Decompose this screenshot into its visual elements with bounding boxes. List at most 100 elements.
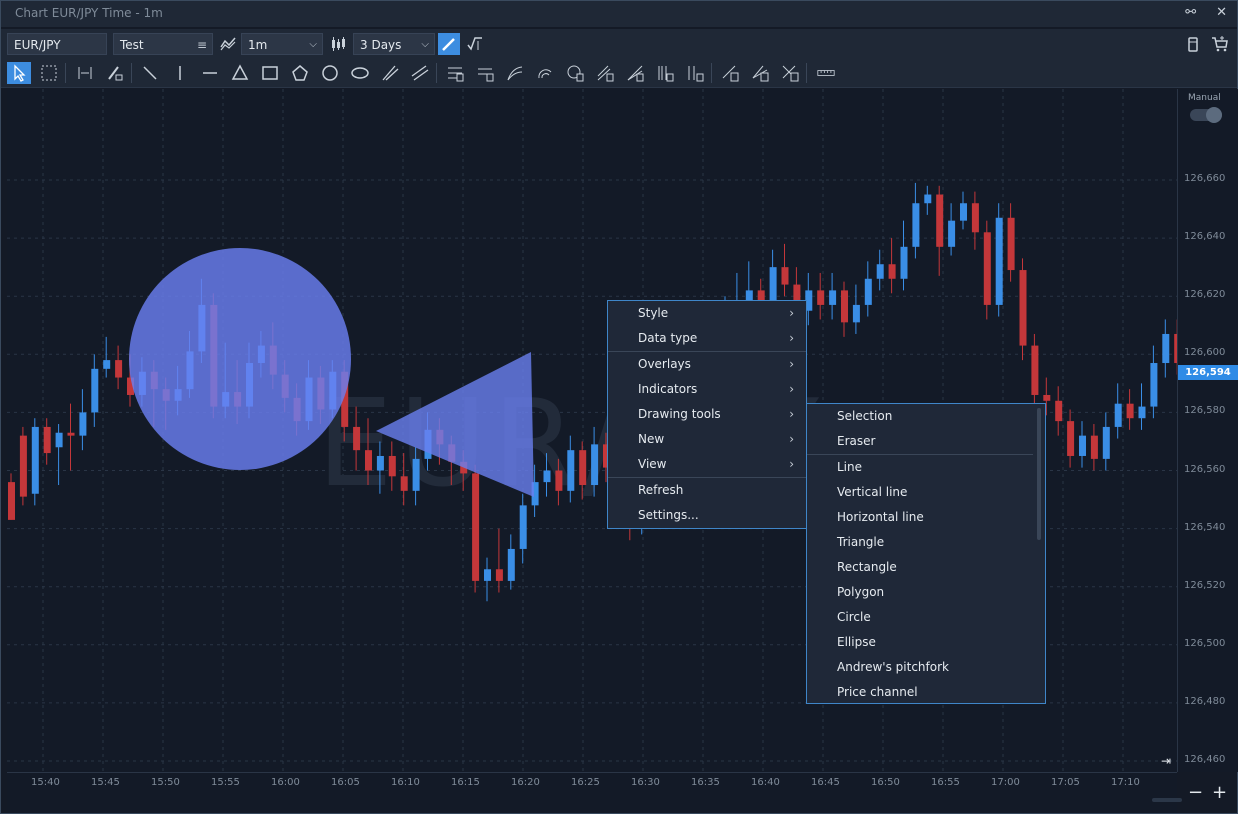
candle-body — [79, 412, 87, 436]
menu-item-settings[interactable]: Settings... — [608, 503, 806, 528]
tablet-icon[interactable] — [1182, 33, 1204, 55]
candle-body — [43, 426, 51, 454]
fib-circle-icon[interactable] — [564, 62, 586, 84]
fib-fan-icon[interactable] — [504, 62, 526, 84]
pencil-icon[interactable] — [438, 33, 460, 55]
chevron-right-icon: › — [789, 407, 794, 421]
candle-body — [1067, 421, 1075, 456]
fib-speed-icon[interactable] — [624, 62, 646, 84]
menu-item-label: Overlays — [638, 357, 691, 371]
fib-retracement-icon[interactable] — [444, 62, 466, 84]
submenu-scrollbar[interactable] — [1037, 408, 1041, 540]
interval-selector[interactable]: 1m ⌵ — [241, 33, 323, 55]
eraser-icon[interactable] — [104, 62, 126, 84]
rectangle-tool-icon[interactable] — [259, 62, 281, 84]
drawing-toolbar — [1, 59, 1237, 88]
cart-icon[interactable] — [1209, 33, 1231, 55]
drawing-tool-price-channel[interactable]: Price channel — [837, 685, 918, 699]
menu-item-new[interactable]: New › — [608, 427, 806, 452]
close-icon[interactable]: ✕ — [1216, 5, 1227, 20]
fib-extension-icon[interactable] — [474, 62, 496, 84]
candle-body — [960, 203, 967, 221]
account-value: Test — [120, 38, 144, 52]
fib-timezone-ext-icon[interactable] — [684, 62, 706, 84]
candle-body — [388, 455, 396, 477]
drawing-tool-ellipse[interactable]: Ellipse — [837, 635, 876, 649]
ruler-icon[interactable] — [814, 62, 838, 84]
menu-item-indicators[interactable]: Indicators › — [608, 377, 806, 402]
price-tick-label: 126,540 — [1184, 521, 1226, 533]
menu-item-view[interactable]: View › — [608, 452, 806, 477]
time-axis[interactable]: 15:40 15:45 15:50 15:55 16:00 16:05 16:10 16:15… — [7, 772, 1182, 813]
price-tick-label: 126,580 — [1184, 405, 1226, 417]
fib-channel-icon[interactable] — [594, 62, 616, 84]
menu-item-label: Drawing tools — [638, 407, 721, 421]
ellipse-tool-icon[interactable] — [349, 62, 371, 84]
link-icon[interactable]: ⚯ — [1185, 5, 1197, 20]
polygon-tool-icon[interactable] — [289, 62, 311, 84]
menu-item-label: New — [638, 432, 665, 446]
price-tick-label: 126,500 — [1184, 637, 1226, 649]
chart-type-icon[interactable] — [217, 33, 239, 55]
time-tick-label: 16:35 — [691, 777, 720, 788]
candle-body — [484, 569, 491, 581]
zoom-in-button[interactable]: + — [1212, 782, 1228, 803]
gann-line-icon[interactable] — [719, 62, 741, 84]
price-axis[interactable]: Manual 126,660 126,640 126,620 126,600 126,5… — [1177, 89, 1238, 803]
menu-item-overlays[interactable]: Overlays › — [608, 352, 806, 377]
drawing-tool-andrew-s-pitchfork[interactable]: Andrew's pitchfork — [837, 660, 949, 674]
measure-icon[interactable] — [74, 62, 96, 84]
time-tick-label: 15:40 — [31, 777, 60, 788]
gann-fan-icon[interactable] — [749, 62, 771, 84]
drawing-tool-triangle[interactable]: Triangle — [837, 535, 885, 549]
drawing-tool-line[interactable]: Line — [837, 460, 863, 474]
menu-item-style[interactable]: Style › — [608, 301, 806, 326]
menu-separator — [807, 454, 1033, 455]
indicator-icon[interactable] — [464, 33, 486, 55]
drawing-tool-circle[interactable]: Circle — [837, 610, 871, 624]
time-tick-label: 17:10 — [1111, 777, 1140, 788]
menu-item-data-type[interactable]: Data type › — [608, 326, 806, 351]
horizontal-line-icon[interactable] — [199, 62, 221, 84]
vertical-line-icon[interactable] — [169, 62, 191, 84]
candle-body — [1031, 345, 1039, 395]
line-tool-icon[interactable] — [139, 62, 161, 84]
drawing-tool-polygon[interactable]: Polygon — [837, 585, 885, 599]
account-selector[interactable]: Test ≡ — [113, 33, 213, 55]
candles-icon[interactable] — [327, 33, 349, 55]
candle-body — [936, 194, 944, 247]
menu-item-drawing-tools[interactable]: Drawing tools › — [608, 402, 806, 427]
manual-scale-toggle[interactable] — [1190, 107, 1222, 123]
range-selector[interactable]: 3 Days ⌵ — [353, 33, 435, 55]
drawing-tool-rectangle[interactable]: Rectangle — [837, 560, 897, 574]
zoom-out-button[interactable]: − — [1188, 782, 1204, 803]
candle-body — [793, 284, 801, 311]
circle-tool-icon[interactable] — [319, 62, 341, 84]
time-tick-label: 16:05 — [331, 777, 360, 788]
triangle-tool-icon[interactable] — [229, 62, 251, 84]
menu-item-refresh[interactable]: Refresh — [608, 478, 806, 503]
candle-body — [1007, 217, 1015, 271]
selection-rect-icon[interactable] — [38, 62, 60, 84]
price-tick-label: 126,660 — [1184, 173, 1226, 184]
pitchfork-icon[interactable] — [379, 62, 401, 84]
time-tick-label: 16:50 — [871, 777, 900, 788]
manual-label: Manual — [1188, 93, 1221, 103]
current-price-badge: 126,594 — [1178, 365, 1238, 380]
price-channel-icon[interactable] — [409, 62, 431, 84]
chevron-right-icon: › — [789, 357, 794, 371]
drawing-tool-vertical-line[interactable]: Vertical line — [837, 485, 908, 499]
drawing-tool-selection[interactable]: Selection — [837, 409, 893, 423]
fib-arc-icon[interactable] — [534, 62, 556, 84]
symbol-selector[interactable]: EUR/JPY — [7, 33, 107, 55]
gann-grid-icon[interactable] — [779, 62, 801, 84]
cursor-icon[interactable] — [7, 62, 31, 84]
candle-body — [1102, 426, 1110, 459]
drawing-tool-eraser[interactable]: Eraser — [837, 434, 876, 448]
fib-timezones-icon[interactable] — [654, 62, 676, 84]
title-bar: Chart EUR/JPY Time - 1m ⚯ ✕ — [1, 1, 1237, 27]
drawing-tool-horizontal-line[interactable]: Horizontal line — [837, 510, 924, 524]
menu-separator — [608, 351, 806, 352]
horizontal-scrollbar[interactable] — [1152, 798, 1182, 802]
scroll-to-end-icon[interactable]: ⇥ — [1161, 754, 1172, 768]
